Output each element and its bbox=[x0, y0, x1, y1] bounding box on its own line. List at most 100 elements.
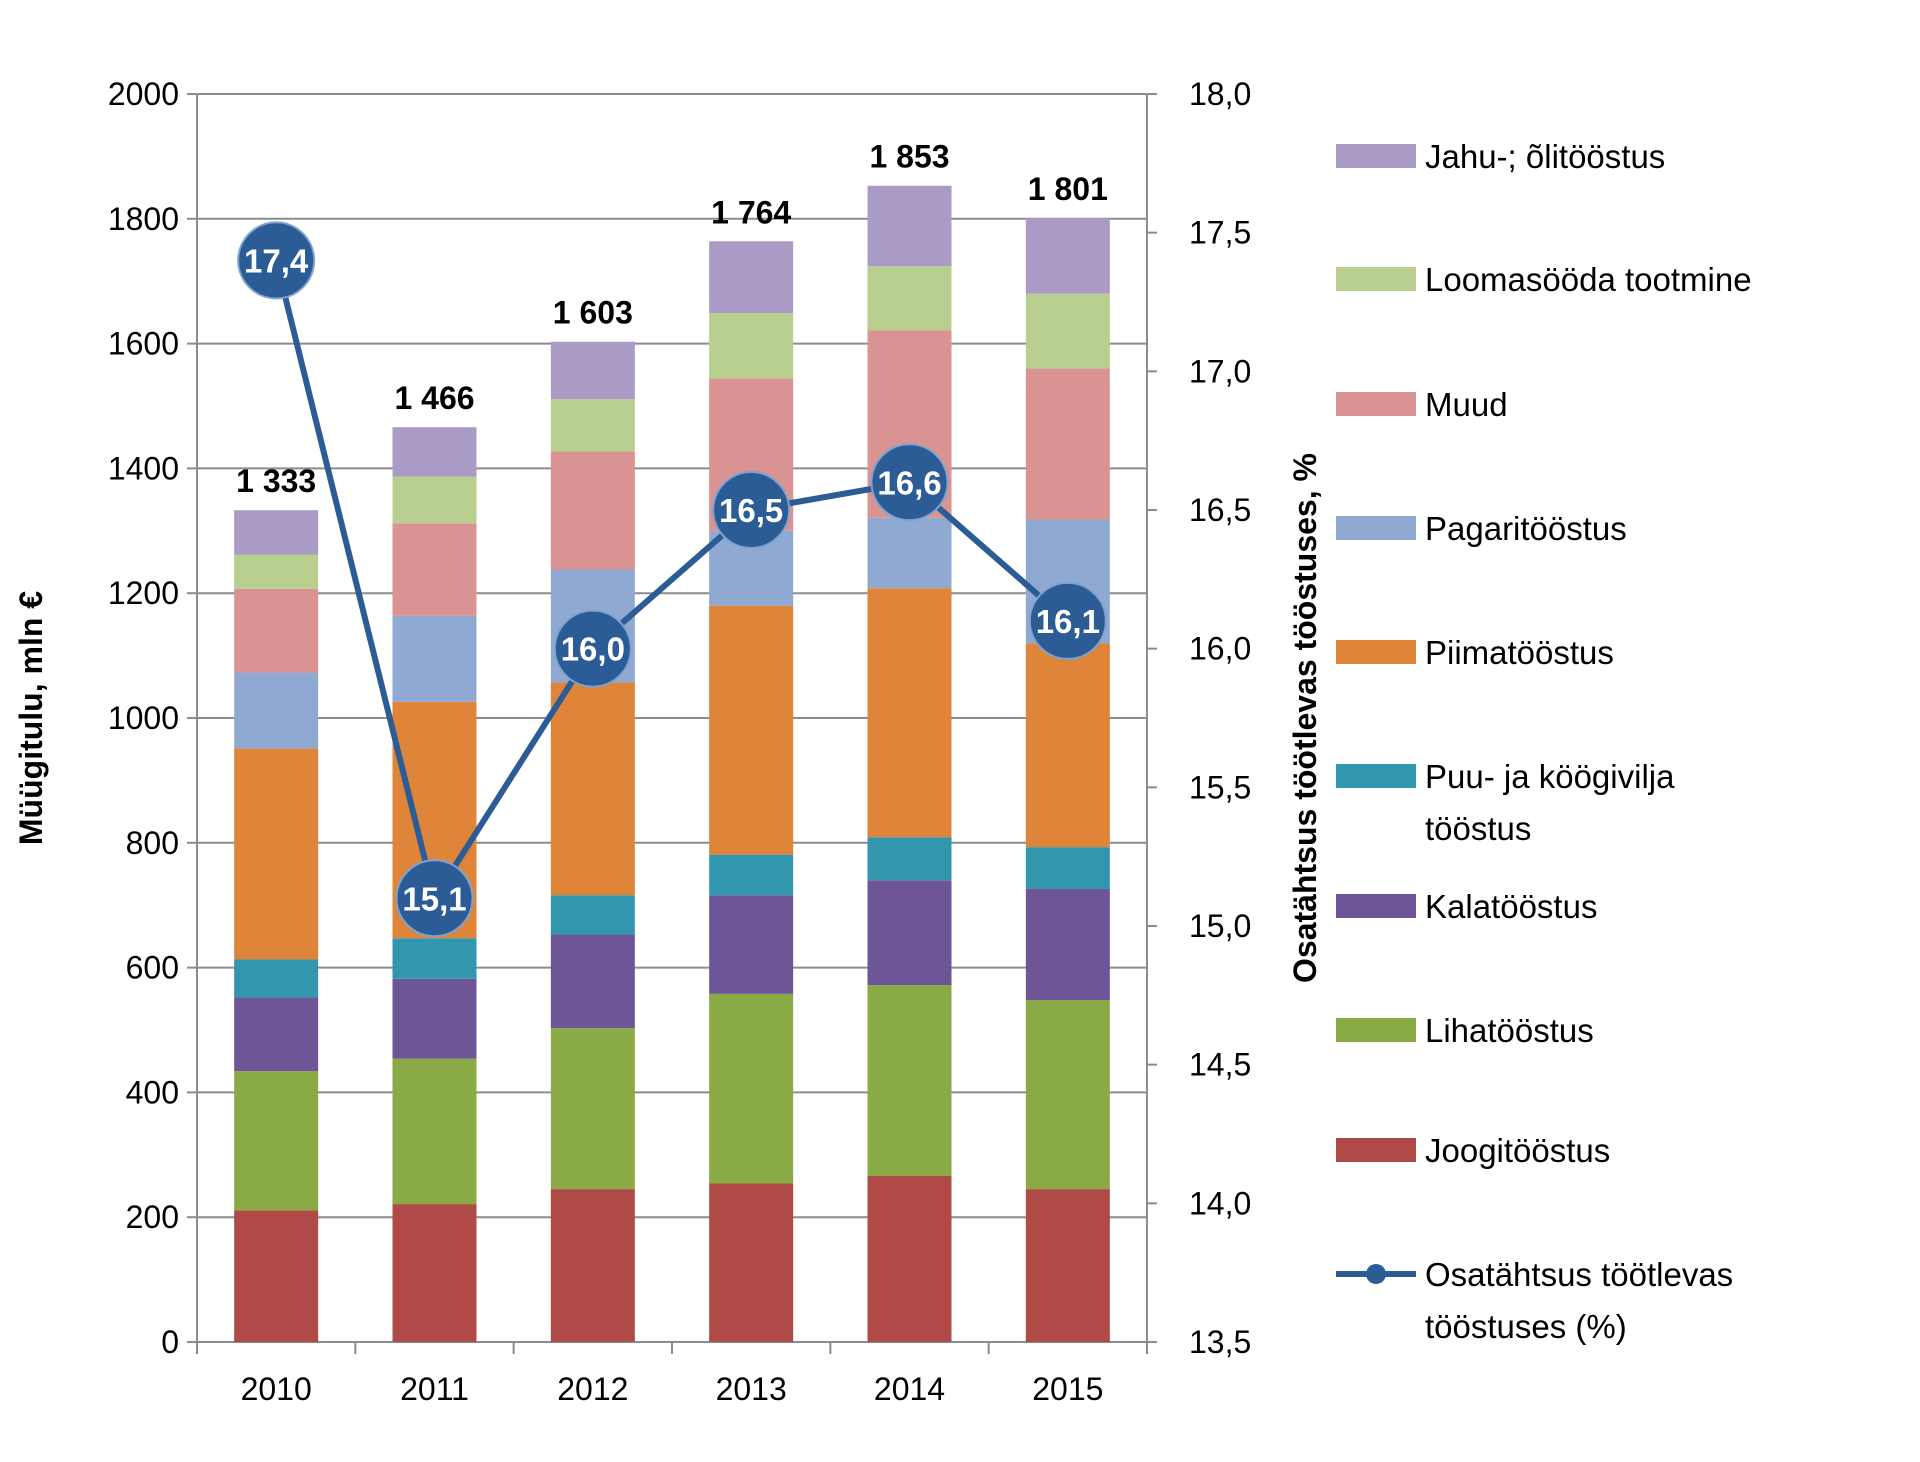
legend-label: Piimatööstus bbox=[1425, 634, 1614, 671]
bar-segment bbox=[1025, 643, 1110, 848]
x-tick-label: 2014 bbox=[874, 1371, 945, 1407]
line-marker bbox=[237, 221, 316, 300]
bar-segment bbox=[234, 1210, 319, 1342]
bar-segment bbox=[550, 934, 635, 1029]
y2-tick-label: 13,5 bbox=[1189, 1324, 1251, 1360]
legend-label: Joogitööstus bbox=[1425, 1132, 1610, 1169]
bar-segment bbox=[392, 476, 477, 524]
legend-label: Loomasööda tootmine bbox=[1425, 261, 1752, 298]
y2-tick-label: 17,5 bbox=[1189, 215, 1251, 251]
legend-swatch bbox=[1336, 894, 1416, 918]
y2-tick-label: 17,0 bbox=[1189, 353, 1251, 389]
line-data-label: 16,0 bbox=[561, 631, 625, 668]
legend-swatch bbox=[1336, 1018, 1416, 1042]
y2-tick-label: 16,0 bbox=[1189, 631, 1251, 667]
x-tick-label: 2015 bbox=[1032, 1371, 1103, 1407]
y2-tick-label: 15,0 bbox=[1189, 908, 1251, 944]
legend-label: Osatähtsus töötlevas bbox=[1425, 1256, 1733, 1293]
bar-segment bbox=[1025, 218, 1110, 294]
bar-segment bbox=[1025, 888, 1110, 1001]
bar-segment bbox=[234, 1071, 319, 1211]
bar-segment bbox=[867, 185, 952, 267]
y-tick-label: 1800 bbox=[108, 201, 179, 237]
bar-segment bbox=[709, 605, 794, 855]
bar-segment bbox=[392, 523, 477, 616]
y2-tick-label: 18,0 bbox=[1189, 76, 1251, 112]
bar-segment bbox=[550, 682, 635, 896]
y2-tick-label: 16,5 bbox=[1189, 492, 1251, 528]
total-label: 1 466 bbox=[394, 380, 474, 416]
bar-segment bbox=[550, 895, 635, 935]
y2-axis-label: Osatähtsus töötlevas tööstuses, % bbox=[1287, 453, 1323, 983]
x-tick-label: 2011 bbox=[400, 1371, 469, 1407]
y-axis-label: Müügitulu, mln € bbox=[13, 591, 49, 845]
line-data-label: 17,4 bbox=[244, 242, 309, 279]
bar-segment bbox=[709, 241, 794, 314]
bar-segment bbox=[392, 1204, 477, 1342]
bar-segment bbox=[550, 451, 635, 570]
bar-segment bbox=[392, 427, 477, 477]
bar-segment bbox=[550, 1028, 635, 1190]
y-tick-label: 1000 bbox=[108, 700, 179, 736]
y-tick-label: 0 bbox=[161, 1324, 179, 1360]
bar-segment bbox=[709, 895, 794, 994]
y-tick-label: 1600 bbox=[108, 326, 179, 362]
bar-segment bbox=[234, 510, 319, 555]
legend-swatch bbox=[1336, 640, 1416, 664]
total-label: 1 764 bbox=[711, 194, 791, 230]
bar-segment bbox=[867, 517, 952, 589]
legend-swatch bbox=[1336, 516, 1416, 540]
legend-label: Puu- ja köögivilja bbox=[1425, 758, 1675, 795]
bar-segment bbox=[867, 880, 952, 986]
bar-segment bbox=[867, 837, 952, 881]
bar-segment bbox=[392, 615, 477, 702]
legend-swatch bbox=[1336, 267, 1416, 291]
bar-segment bbox=[1025, 368, 1110, 520]
bar-segment bbox=[234, 997, 319, 1072]
x-tick-label: 2013 bbox=[716, 1371, 787, 1407]
bar-segment bbox=[709, 993, 794, 1184]
line-marker bbox=[1028, 581, 1107, 660]
bar-segment bbox=[392, 938, 477, 979]
bar-segment bbox=[234, 554, 319, 589]
y-tick-label: 1400 bbox=[108, 450, 179, 486]
y-tick-label: 400 bbox=[126, 1074, 179, 1110]
legend-label: Lihatööstus bbox=[1425, 1012, 1594, 1049]
line-data-label: 16,1 bbox=[1036, 603, 1100, 640]
total-label: 1 853 bbox=[869, 139, 949, 175]
y2-tick-label: 15,5 bbox=[1189, 769, 1251, 805]
legend-label: tööstus bbox=[1425, 810, 1531, 847]
line-marker bbox=[553, 609, 632, 688]
y2-tick-label: 14,0 bbox=[1189, 1185, 1251, 1221]
bar-segment bbox=[867, 588, 952, 838]
line-marker bbox=[712, 471, 791, 549]
legend-label: Muud bbox=[1425, 386, 1508, 423]
bar-segment bbox=[1025, 1189, 1110, 1342]
bar-segment bbox=[234, 588, 319, 673]
x-tick-label: 2012 bbox=[557, 1371, 628, 1407]
bar-segment bbox=[867, 266, 952, 331]
bar-segment bbox=[234, 959, 319, 998]
bar-segment bbox=[867, 985, 952, 1177]
bar-segment bbox=[550, 341, 635, 400]
legend-swatch bbox=[1336, 144, 1416, 168]
bar-segment bbox=[234, 672, 319, 749]
bar-segment bbox=[1025, 847, 1110, 889]
y-tick-label: 1200 bbox=[108, 575, 179, 611]
y-tick-label: 800 bbox=[126, 825, 179, 861]
total-label: 1 801 bbox=[1028, 171, 1108, 207]
bar-segment bbox=[1025, 293, 1110, 369]
bar-segment bbox=[709, 854, 794, 896]
y-tick-label: 200 bbox=[126, 1199, 179, 1235]
legend-swatch bbox=[1336, 764, 1416, 788]
x-tick-label: 2010 bbox=[241, 1371, 312, 1407]
line-marker bbox=[870, 443, 949, 522]
legend-swatch bbox=[1336, 1138, 1416, 1162]
line-data-label: 15,1 bbox=[402, 880, 466, 917]
legend-label: Pagaritööstus bbox=[1425, 510, 1627, 547]
bar-segment bbox=[709, 313, 794, 379]
line-data-label: 16,6 bbox=[877, 464, 941, 501]
legend-label: tööstuses (%) bbox=[1425, 1308, 1627, 1345]
bar-segment bbox=[550, 399, 635, 452]
